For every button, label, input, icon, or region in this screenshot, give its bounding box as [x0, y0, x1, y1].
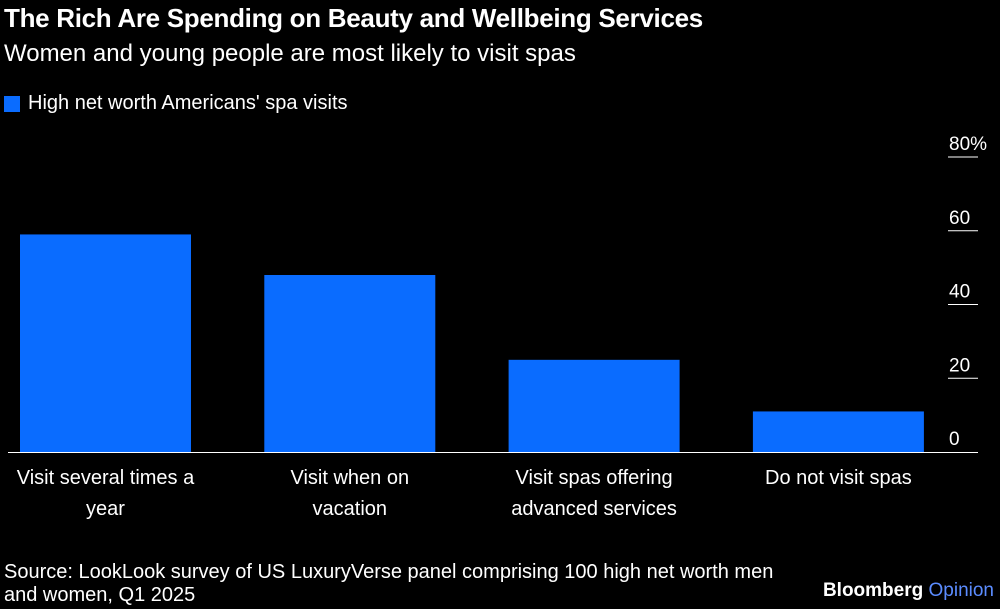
legend: High net worth Americans' spa visits: [4, 92, 348, 115]
category-label: Do not visit spas: [765, 467, 912, 489]
legend-label: High net worth Americans' spa visits: [28, 92, 348, 114]
y-tick-label: 80%: [949, 134, 987, 155]
bar: [20, 234, 191, 452]
legend-swatch: [4, 95, 20, 112]
source-note: Source: LookLook survey of US LuxuryVers…: [4, 561, 774, 606]
brand-secondary: Opinion: [928, 580, 995, 601]
y-tick-label: 0: [949, 429, 960, 450]
y-tick-label: 60: [949, 208, 970, 229]
category-label: Visit when on: [291, 467, 410, 489]
chart-subtitle: Women and young people are most likely t…: [4, 40, 576, 67]
category-label: year: [86, 498, 125, 520]
category-label: Visit several times a: [17, 467, 195, 489]
bar: [508, 359, 680, 452]
chart-title: The Rich Are Spending on Beauty and Well…: [4, 3, 703, 33]
bloomberg-opinion-logo: Bloomberg Opinion: [823, 580, 994, 602]
category-label: advanced services: [511, 498, 677, 520]
brand-primary: Bloomberg: [822, 580, 924, 601]
bar: [752, 411, 924, 452]
y-tick-label: 20: [949, 355, 970, 376]
y-tick-label: 40: [949, 282, 970, 303]
category-label: Visit spas offering: [516, 467, 673, 489]
category-label: vacation: [313, 498, 388, 520]
bar: [264, 275, 436, 452]
